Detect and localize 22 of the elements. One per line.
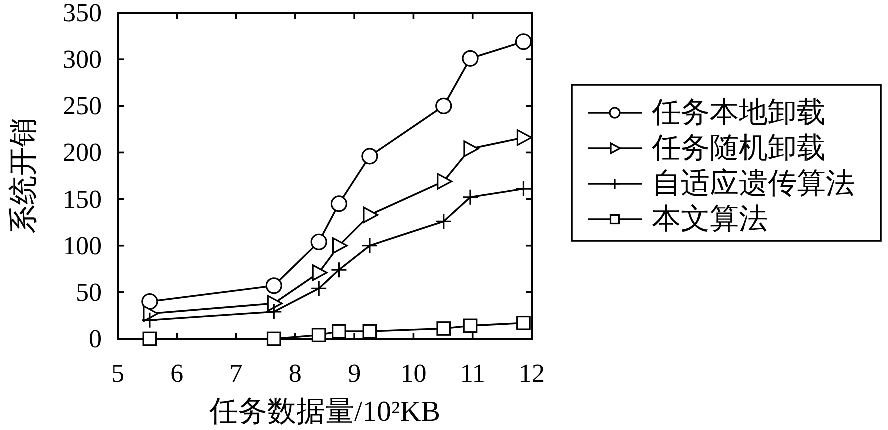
x-axis-title: 任务数据量/10²KB	[209, 396, 441, 428]
x-tick-label: 9	[348, 359, 362, 388]
y-tick-label: 350	[63, 0, 102, 28]
legend-label: 任务本地卸载	[652, 97, 826, 129]
y-tick-label: 150	[63, 184, 102, 214]
legend-label: 自适应遗传算法	[652, 168, 855, 200]
legend-label: 本文算法	[652, 204, 768, 236]
y-tick-label: 250	[63, 92, 102, 121]
y-tick-label: 300	[63, 45, 102, 74]
y-tick-label: 100	[63, 231, 102, 260]
y-tick-label: 0	[89, 324, 102, 354]
x-tick-label: 10	[400, 359, 427, 388]
x-tick-label: 5	[112, 359, 124, 388]
x-tick-label: 6	[170, 359, 184, 388]
x-tick-label: 7	[230, 359, 243, 388]
y-tick-label: 50	[76, 278, 102, 307]
y-axis-title: 系统开销	[8, 118, 40, 234]
x-tick-label: 12	[519, 359, 545, 388]
x-tick-label: 8	[288, 359, 302, 388]
y-tick-label: 200	[63, 138, 102, 168]
legend-label: 任务随机卸载	[652, 132, 826, 164]
x-tick-label: 11	[460, 359, 486, 388]
